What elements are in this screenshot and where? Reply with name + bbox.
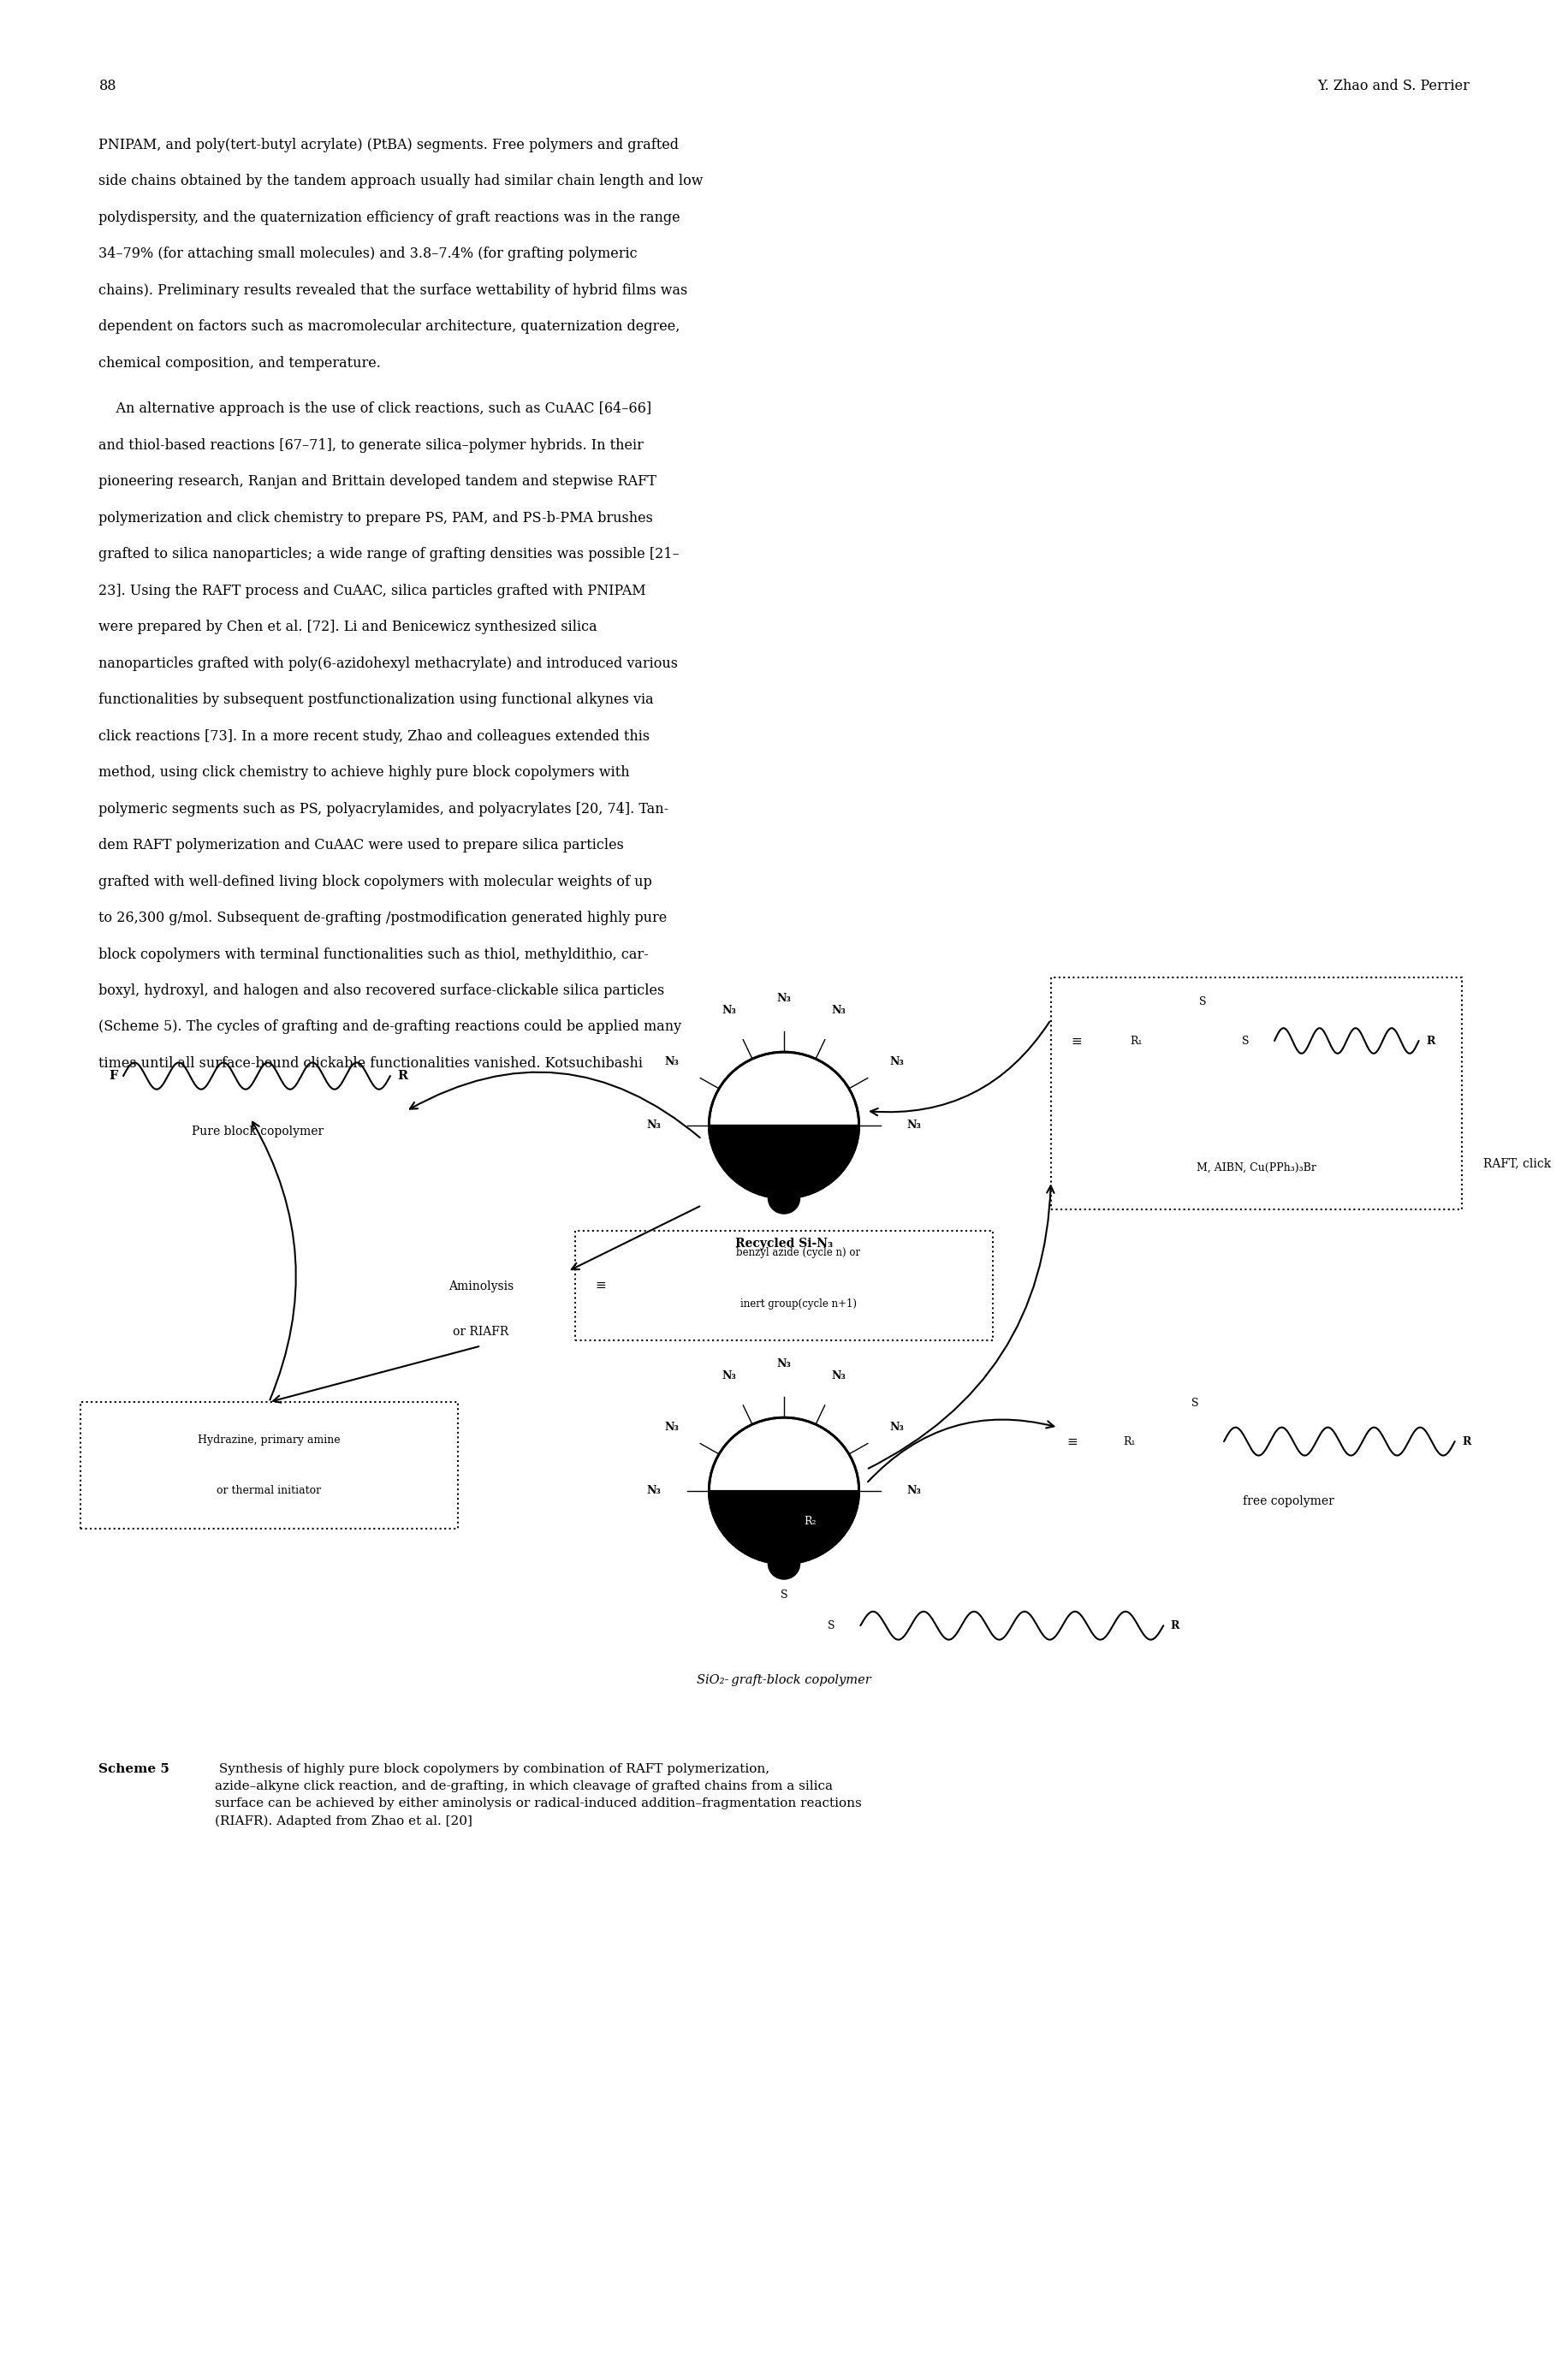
Text: inert group(cycle n+1): inert group(cycle n+1) [740,1297,856,1309]
Text: F: F [108,1069,118,1081]
Text: Aminolysis: Aminolysis [448,1281,514,1293]
Text: Recycled Si-N₃: Recycled Si-N₃ [735,1238,833,1250]
Circle shape [709,1053,859,1198]
Text: M, AIBN, Cu(PPh₃)₃Br: M, AIBN, Cu(PPh₃)₃Br [1196,1162,1316,1174]
Text: PNIPAM, and poly(tert-butyl acrylate) (PtBA) segments. Free polymers and grafted: PNIPAM, and poly(tert-butyl acrylate) (P… [99,138,679,152]
Text: Y. Zhao and S. Perrier: Y. Zhao and S. Perrier [1317,78,1469,93]
Text: An alternative approach is the use of click reactions, such as CuAAC [64–66]: An alternative approach is the use of cl… [99,402,652,416]
Text: ≡: ≡ [1071,1034,1082,1048]
Text: N₃: N₃ [776,993,792,1005]
Text: (Scheme 5). The cycles of grafting and de-grafting reactions could be applied ma: (Scheme 5). The cycles of grafting and d… [99,1019,682,1034]
Text: N₃: N₃ [721,1005,737,1017]
Text: S: S [1192,1397,1200,1409]
Text: 34–79% (for attaching small molecules) and 3.8–7.4% (for grafting polymeric: 34–79% (for attaching small molecules) a… [99,247,638,261]
Text: 23]. Using the RAFT process and CuAAC, silica particles grafted with PNIPAM: 23]. Using the RAFT process and CuAAC, s… [99,584,646,599]
Text: and thiol-based reactions [67–71], to generate silica–polymer hybrids. In their: and thiol-based reactions [67–71], to ge… [99,437,644,454]
Text: side chains obtained by the tandem approach usually had similar chain length and: side chains obtained by the tandem appro… [99,173,704,188]
Text: Scheme 5: Scheme 5 [99,1763,169,1775]
Text: N₃: N₃ [831,1005,847,1017]
Text: were prepared by Chen et al. [72]. Li and Benicewicz synthesized silica: were prepared by Chen et al. [72]. Li an… [99,620,597,634]
Polygon shape [709,1490,859,1563]
Text: polymeric segments such as PS, polyacrylamides, and polyacrylates [20, 74]. Tan-: polymeric segments such as PS, polyacryl… [99,801,670,817]
Text: ≡: ≡ [1068,1435,1077,1447]
Text: N₃: N₃ [648,1119,662,1131]
Text: N₃: N₃ [906,1485,920,1497]
Text: free copolymer: free copolymer [1243,1495,1334,1506]
Text: chains). Preliminary results revealed that the surface wettability of hybrid fil: chains). Preliminary results revealed th… [99,283,688,297]
Text: benzyl azide (cycle n) or: benzyl azide (cycle n) or [737,1247,861,1259]
Text: pioneering research, Ranjan and Brittain developed tandem and stepwise RAFT: pioneering research, Ranjan and Brittain… [99,475,657,489]
Text: R: R [1425,1036,1435,1045]
Text: S: S [1198,996,1206,1007]
Text: times until all surface-bound clickable functionalities vanished. Kotsuchibashi: times until all surface-bound clickable … [99,1055,643,1072]
Text: nanoparticles grafted with poly(6-azidohexyl methacrylate) and introduced variou: nanoparticles grafted with poly(6-azidoh… [99,656,679,670]
Text: N₃: N₃ [776,1359,792,1369]
Text: N₃: N₃ [665,1057,679,1067]
Text: N₃: N₃ [648,1485,662,1497]
Text: R: R [1461,1435,1471,1447]
Text: RAFT, click: RAFT, click [1483,1157,1551,1169]
Text: method, using click chemistry to achieve highly pure block copolymers with: method, using click chemistry to achieve… [99,765,630,779]
Text: chemical composition, and temperature.: chemical composition, and temperature. [99,356,381,371]
Circle shape [768,1183,800,1214]
Text: ≡: ≡ [596,1278,607,1293]
Text: or RIAFR: or RIAFR [453,1326,510,1338]
Text: polydispersity, and the quaternization efficiency of graft reactions was in the : polydispersity, and the quaternization e… [99,211,681,226]
Text: boxyl, hydroxyl, and halogen and also recovered surface-clickable silica particl: boxyl, hydroxyl, and halogen and also re… [99,984,665,998]
Text: N₃: N₃ [906,1119,920,1131]
Text: N₃: N₃ [665,1421,679,1433]
Text: block copolymers with terminal functionalities such as thiol, methyldithio, car-: block copolymers with terminal functiona… [99,948,649,962]
Text: R₁: R₁ [1131,1036,1143,1045]
Text: Hydrazine, primary amine: Hydrazine, primary amine [198,1435,340,1445]
Text: N₃: N₃ [721,1371,737,1380]
Polygon shape [709,1126,859,1198]
Text: functionalities by subsequent postfunctionalization using functional alkynes via: functionalities by subsequent postfuncti… [99,691,654,708]
Text: grafted with well-defined living block copolymers with molecular weights of up: grafted with well-defined living block c… [99,874,652,889]
Text: S: S [781,1590,787,1599]
Text: R: R [397,1069,408,1081]
Text: S: S [1242,1036,1250,1045]
Text: S: S [828,1620,836,1632]
Text: N₃: N₃ [831,1371,847,1380]
Text: dem RAFT polymerization and CuAAC were used to prepare silica particles: dem RAFT polymerization and CuAAC were u… [99,839,624,853]
Text: grafted to silica nanoparticles; a wide range of grafting densities was possible: grafted to silica nanoparticles; a wide … [99,546,679,561]
Text: to 26,300 g/mol. Subsequent de-grafting /postmodification generated highly pure: to 26,300 g/mol. Subsequent de-grafting … [99,910,668,924]
Text: dependent on factors such as macromolecular architecture, quaternization degree,: dependent on factors such as macromolecu… [99,318,681,335]
Text: 88: 88 [99,78,116,93]
Text: R₁: R₁ [1123,1435,1135,1447]
Text: SiO₂- graft-block copolymer: SiO₂- graft-block copolymer [696,1675,872,1687]
Circle shape [768,1549,800,1580]
Text: Synthesis of highly pure block copolymers by combination of RAFT polymerization,: Synthesis of highly pure block copolymer… [215,1763,862,1827]
Circle shape [709,1418,859,1563]
Text: click reactions [73]. In a more recent study, Zhao and colleagues extended this: click reactions [73]. In a more recent s… [99,729,651,744]
Text: R₂: R₂ [804,1516,817,1528]
Text: N₃: N₃ [889,1421,903,1433]
Text: polymerization and click chemistry to prepare PS, PAM, and PS-b-PMA brushes: polymerization and click chemistry to pr… [99,511,654,525]
Text: R: R [1171,1620,1179,1632]
Text: Pure block copolymer: Pure block copolymer [191,1126,323,1138]
Text: N₃: N₃ [889,1057,903,1067]
Text: or thermal initiator: or thermal initiator [216,1485,321,1497]
